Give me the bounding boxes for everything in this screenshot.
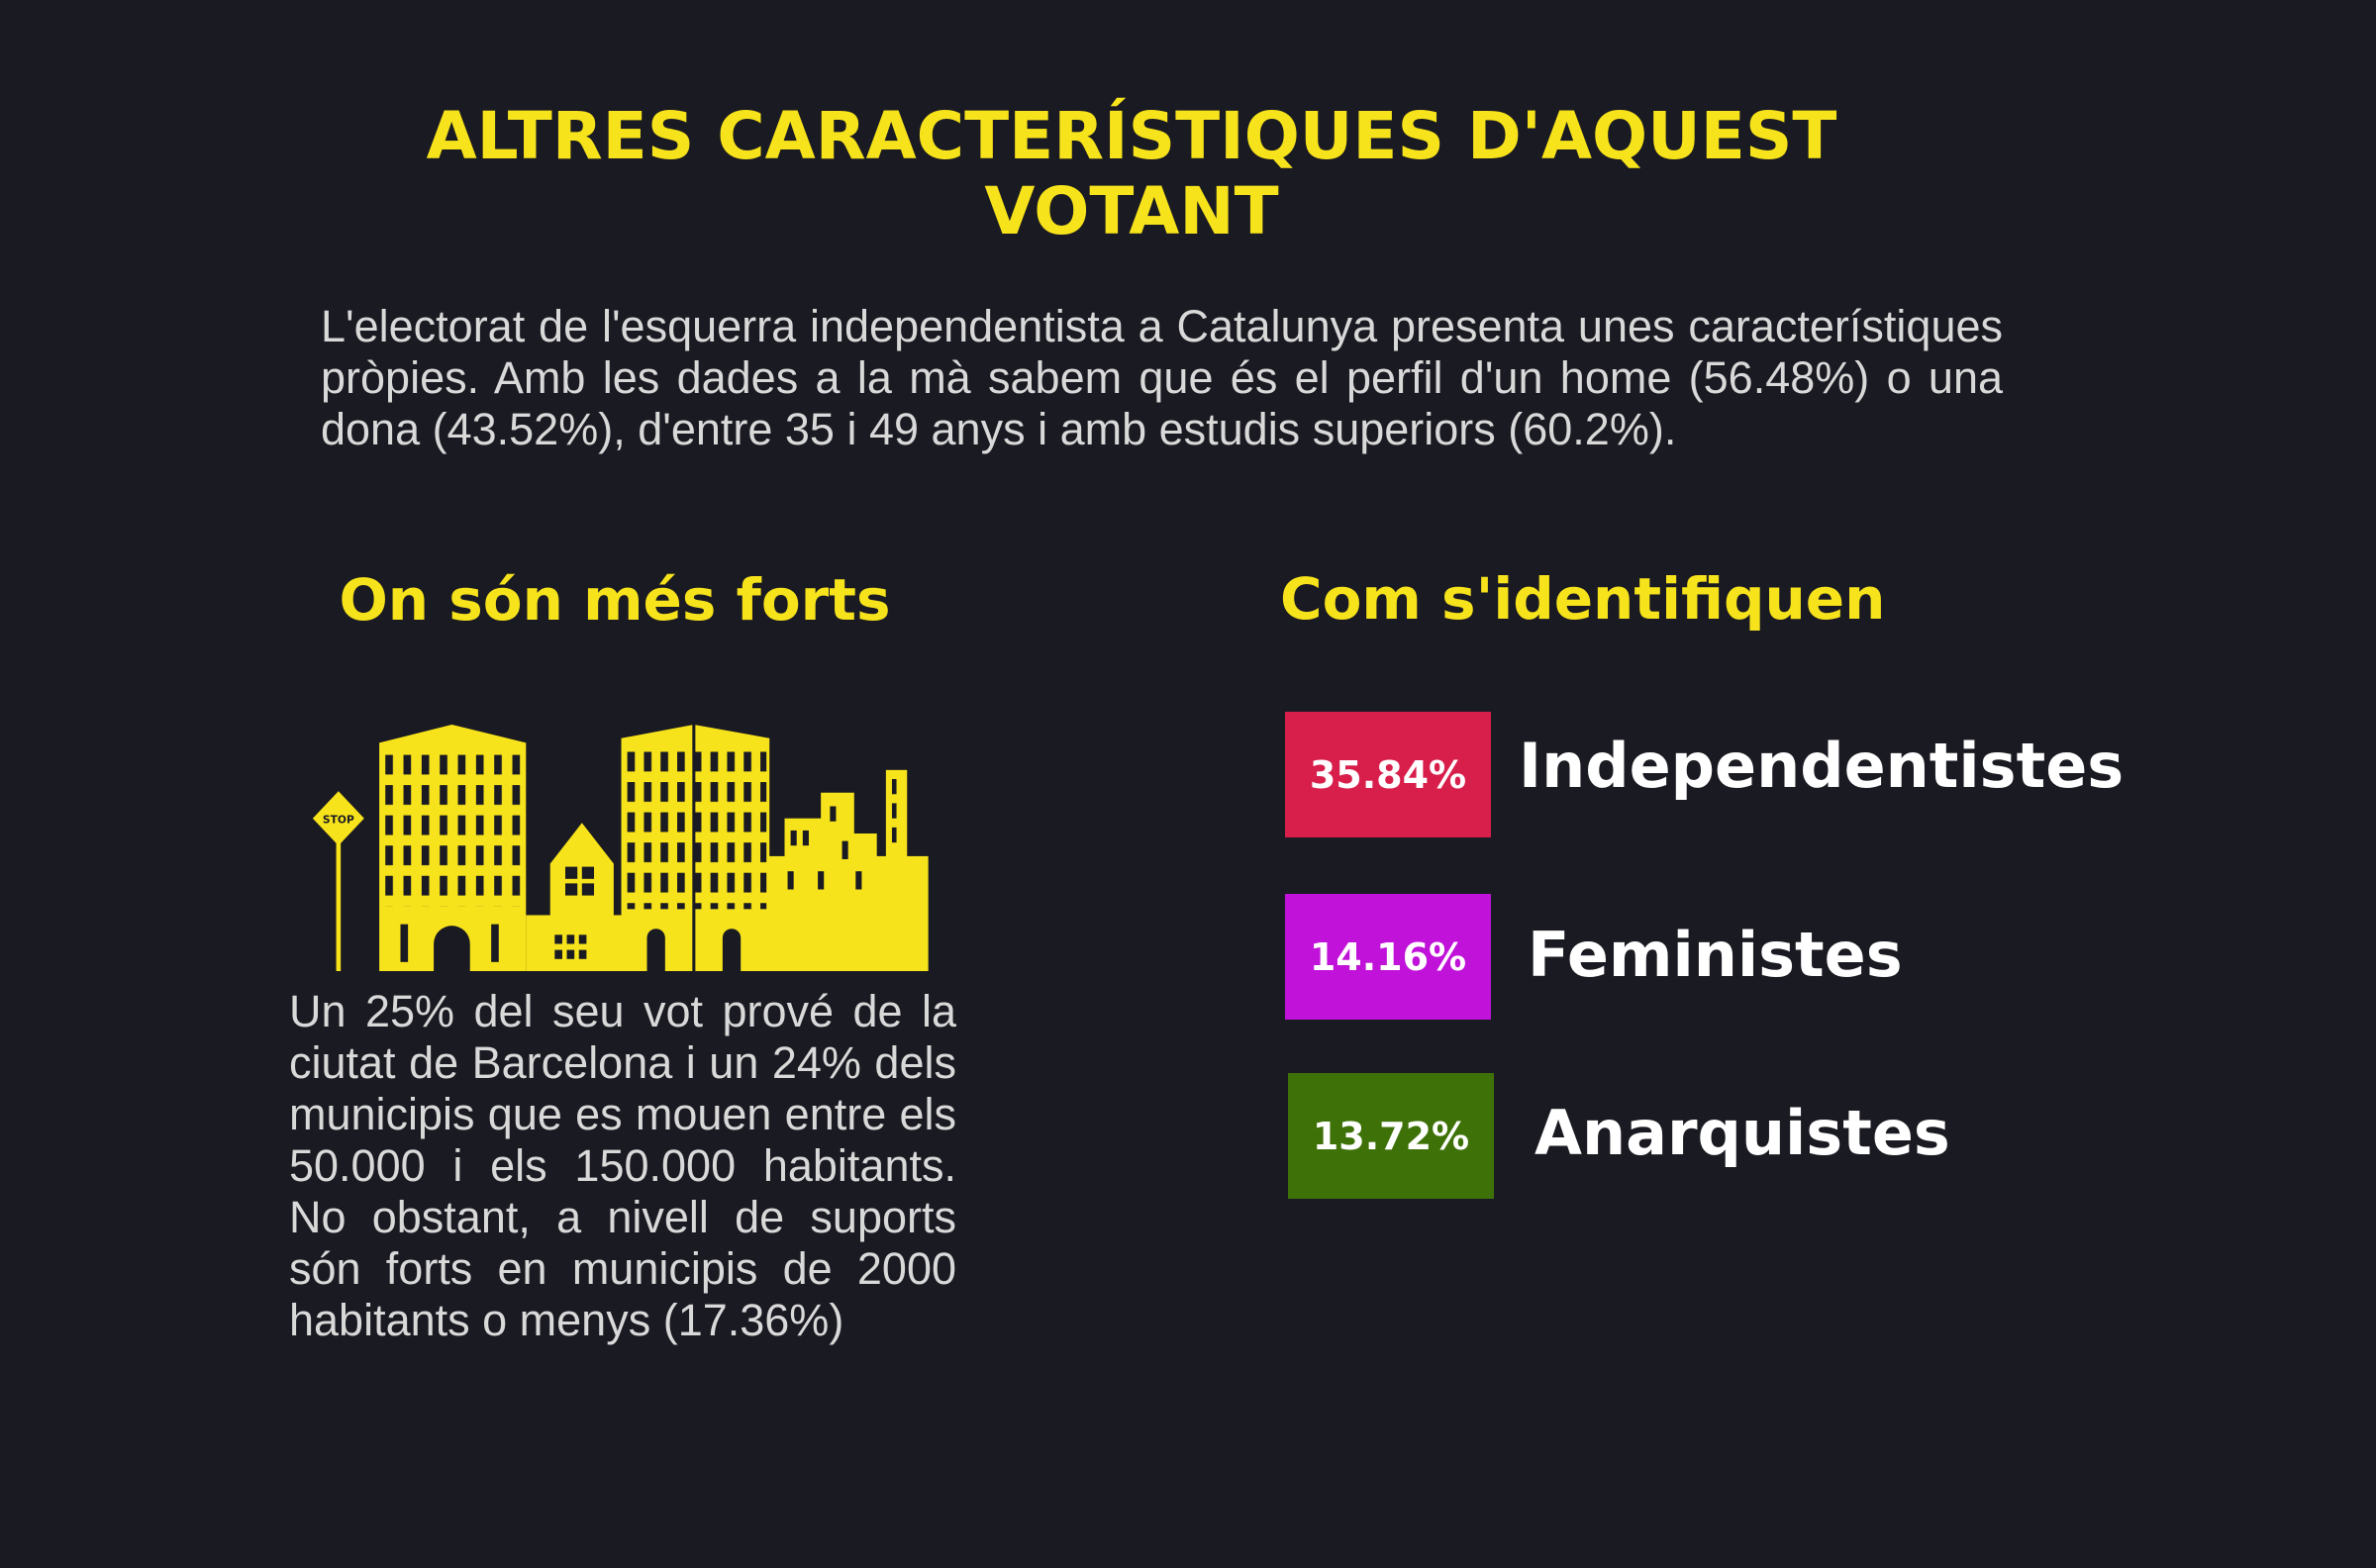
identity-label: Feministes [1528, 919, 1903, 991]
stop-sign-text: STOP [323, 813, 354, 826]
intro-text: L'electorat de l'esquerra independentist… [321, 301, 2003, 454]
identity-label: Anarquistes [1534, 1097, 1950, 1169]
title: ALTRES CARACTERÍSTIQUES D'AQUEST VOTANT [426, 98, 1837, 249]
percent-box: 35.84% [1285, 712, 1491, 837]
percent-box: 13.72% [1288, 1073, 1494, 1199]
section-heading: On són més forts [339, 566, 891, 634]
section-heading: Com s'identifiquen [1280, 565, 1886, 633]
left-text: Un 25% del seu vot prové de la ciutat de… [289, 986, 956, 1345]
identity-label: Independentistes [1519, 730, 2125, 802]
percent-box: 14.16% [1285, 894, 1491, 1020]
city-icon: STOP [312, 725, 929, 971]
